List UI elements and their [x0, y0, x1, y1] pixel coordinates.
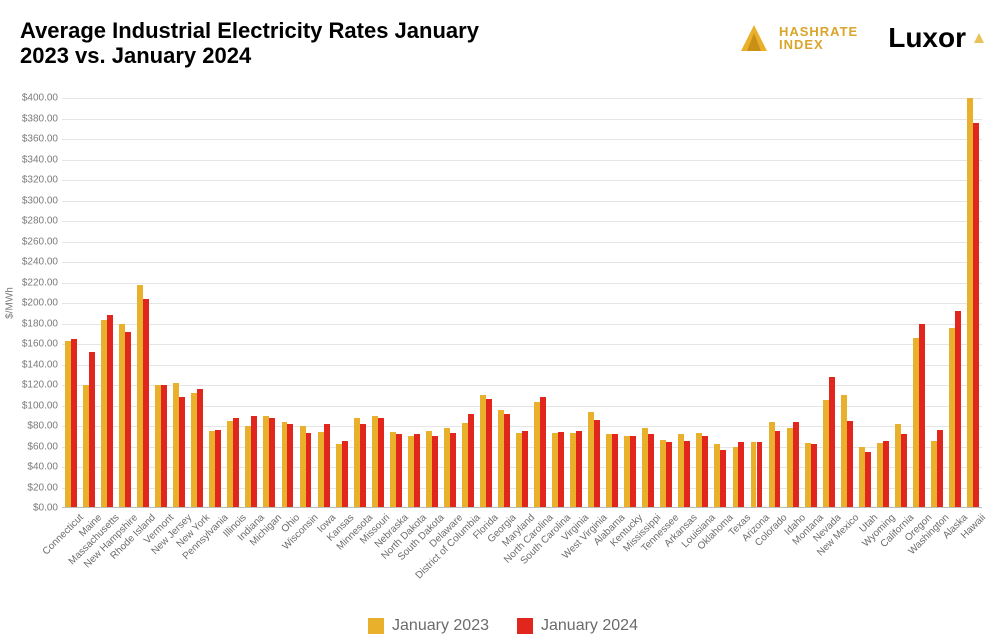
y-tick-label: $180.00 — [22, 318, 58, 329]
bar-2024 — [865, 452, 871, 508]
bar-2024 — [738, 442, 744, 508]
luxor-logo: Luxor — [888, 22, 986, 54]
bar-2024 — [414, 434, 420, 508]
bar-2024 — [161, 385, 167, 508]
bar-2024 — [215, 430, 221, 508]
y-tick-label: $40.00 — [27, 462, 58, 473]
bar-2024 — [955, 311, 961, 508]
bar-2024 — [973, 123, 979, 508]
bar-2024 — [757, 442, 763, 508]
bar-2024 — [287, 424, 293, 508]
bar-2024 — [89, 352, 95, 508]
y-tick-label: $100.00 — [22, 400, 58, 411]
legend-label-2024: January 2024 — [541, 617, 638, 635]
y-tick-label: $220.00 — [22, 277, 58, 288]
bar-2024 — [432, 436, 438, 508]
hashrate-label-bottom: INDEX — [779, 38, 858, 51]
y-tick-label: $140.00 — [22, 359, 58, 370]
bar-2024 — [937, 430, 943, 508]
bar-2024 — [179, 397, 185, 508]
bar-2024 — [197, 389, 203, 508]
bar-2024 — [919, 324, 925, 509]
bar-2024 — [468, 414, 474, 508]
bar-2024 — [251, 416, 257, 508]
y-tick-label: $0.00 — [33, 503, 58, 514]
bar-2024 — [630, 436, 636, 508]
bar-2024 — [811, 444, 817, 508]
legend-label-2023: January 2023 — [392, 617, 489, 635]
bar-2024 — [306, 433, 312, 508]
y-tick-label: $400.00 — [22, 93, 58, 104]
y-tick-label: $260.00 — [22, 236, 58, 247]
y-tick-label: $200.00 — [22, 298, 58, 309]
bar-2024 — [143, 299, 149, 508]
bar-2024 — [378, 418, 384, 508]
bar-2024 — [269, 418, 275, 508]
bar-2024 — [702, 436, 708, 508]
y-tick-label: $60.00 — [27, 441, 58, 452]
bar-2024 — [125, 332, 131, 508]
legend-swatch-2024 — [517, 618, 533, 634]
y-tick-label: $320.00 — [22, 175, 58, 186]
y-tick-label: $280.00 — [22, 216, 58, 227]
bar-2024 — [360, 424, 366, 508]
bar-2024 — [793, 422, 799, 508]
page-root: Average Industrial Electricity Rates Jan… — [0, 0, 1006, 643]
chart-area: $/MWh ConnecticutMaineMassachusettsNew H… — [62, 98, 982, 508]
hashrate-index-icon — [739, 23, 769, 53]
legend-item-2023: January 2023 — [368, 617, 489, 635]
bar-2024 — [720, 450, 726, 508]
bar-2024 — [71, 339, 77, 508]
bar-2024 — [883, 441, 889, 508]
bar-2024 — [504, 414, 510, 508]
bar-2024 — [486, 399, 492, 508]
legend: January 2023 January 2024 — [0, 617, 1006, 635]
logo-group: HASHRATE INDEX Luxor — [739, 18, 986, 54]
bar-2024 — [522, 431, 528, 508]
y-tick-label: $80.00 — [27, 421, 58, 432]
y-tick-label: $240.00 — [22, 257, 58, 268]
y-tick-label: $160.00 — [22, 339, 58, 350]
bar-2024 — [829, 377, 835, 508]
bar-2024 — [775, 431, 781, 508]
bar-2024 — [847, 421, 853, 508]
y-tick-label: $120.00 — [22, 380, 58, 391]
bar-2024 — [901, 434, 907, 508]
hashrate-index-logo: HASHRATE INDEX — [739, 23, 858, 53]
bar-2024 — [540, 397, 546, 508]
bar-2024 — [396, 434, 402, 508]
header: Average Industrial Electricity Rates Jan… — [20, 18, 986, 78]
bar-2024 — [233, 418, 239, 508]
bar-2024 — [576, 431, 582, 508]
bar-2024 — [612, 434, 618, 508]
y-tick-label: $360.00 — [22, 134, 58, 145]
bar-2024 — [107, 315, 113, 508]
bar-2024 — [666, 442, 672, 508]
hashrate-index-text: HASHRATE INDEX — [779, 25, 858, 51]
y-axis-label: $/MWh — [5, 287, 16, 319]
y-tick-label: $20.00 — [27, 482, 58, 493]
bar-2024 — [342, 441, 348, 508]
bars-layer — [62, 98, 982, 508]
luxor-icon — [972, 31, 986, 45]
luxor-label: Luxor — [888, 22, 966, 54]
chart-title: Average Industrial Electricity Rates Jan… — [20, 18, 520, 69]
bar-2024 — [558, 432, 564, 508]
bar-2024 — [648, 434, 654, 508]
y-tick-label: $380.00 — [22, 113, 58, 124]
legend-swatch-2023 — [368, 618, 384, 634]
bar-2024 — [594, 420, 600, 508]
bar-2024 — [450, 433, 456, 508]
legend-item-2024: January 2024 — [517, 617, 638, 635]
y-tick-label: $340.00 — [22, 154, 58, 165]
bar-2024 — [684, 441, 690, 508]
y-tick-label: $300.00 — [22, 195, 58, 206]
bar-2024 — [324, 424, 330, 508]
